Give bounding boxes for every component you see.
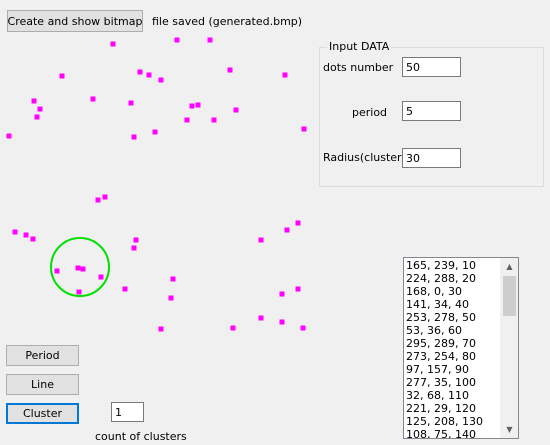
dot bbox=[54, 268, 60, 274]
dot bbox=[133, 237, 139, 243]
dot bbox=[152, 129, 158, 135]
list-item[interactable]: 53, 36, 60 bbox=[406, 324, 462, 337]
dot bbox=[282, 72, 288, 78]
dot bbox=[137, 69, 143, 75]
dot bbox=[6, 133, 12, 139]
dot bbox=[184, 117, 190, 123]
list-item[interactable]: 295, 289, 70 bbox=[406, 337, 476, 350]
dot bbox=[80, 266, 86, 272]
list-item[interactable]: 277, 35, 100 bbox=[406, 376, 476, 389]
dots-number-input[interactable] bbox=[402, 57, 461, 77]
scroll-up-arrow-icon[interactable]: ▲ bbox=[506, 262, 513, 271]
create-show-bitmap-button[interactable]: Create and show bitmap bbox=[7, 10, 143, 32]
points-listbox[interactable]: 165, 239, 10 224, 288, 20 168, 0, 30 141, 3… bbox=[403, 257, 519, 439]
dot bbox=[258, 315, 264, 321]
dot bbox=[233, 107, 239, 113]
dot bbox=[300, 325, 306, 331]
list-item[interactable]: 224, 288, 20 bbox=[406, 272, 476, 285]
dot bbox=[98, 274, 104, 280]
dot bbox=[258, 237, 264, 243]
dot bbox=[295, 220, 301, 226]
input-data-group: Input DATA bbox=[319, 40, 544, 187]
dot bbox=[168, 295, 174, 301]
dot bbox=[102, 194, 108, 200]
cluster-circle bbox=[50, 237, 110, 297]
dot bbox=[174, 37, 180, 43]
listbox-scrollbar[interactable]: ▲ ▼ bbox=[500, 258, 518, 438]
bitmap-canvas bbox=[6, 37, 307, 332]
dot bbox=[158, 77, 164, 83]
list-item[interactable]: 273, 254, 80 bbox=[406, 350, 476, 363]
dot bbox=[59, 73, 65, 79]
dot bbox=[90, 96, 96, 102]
period-button[interactable]: Period bbox=[6, 345, 79, 366]
radius-cluster-label: Radius(cluster) bbox=[323, 151, 406, 164]
points-list: 165, 239, 10 224, 288, 20 168, 0, 30 141, 3… bbox=[406, 259, 501, 439]
dot bbox=[207, 37, 213, 43]
list-item[interactable]: 108, 75, 140 bbox=[406, 428, 476, 439]
dot bbox=[170, 276, 176, 282]
dot bbox=[301, 126, 307, 132]
period-input[interactable] bbox=[402, 101, 461, 121]
dot bbox=[284, 227, 290, 233]
dot bbox=[230, 325, 236, 331]
dot bbox=[131, 134, 137, 140]
list-item[interactable]: 165, 239, 10 bbox=[406, 259, 476, 272]
cluster-button[interactable]: Cluster bbox=[6, 403, 79, 424]
line-button[interactable]: Line bbox=[6, 374, 79, 395]
dot bbox=[128, 100, 134, 106]
cluster-count-input[interactable] bbox=[111, 402, 144, 422]
dots-number-label: dots number bbox=[323, 61, 394, 74]
dot bbox=[110, 41, 116, 47]
dot bbox=[158, 326, 164, 332]
dot bbox=[37, 106, 43, 112]
dot bbox=[279, 319, 285, 325]
scroll-thumb[interactable] bbox=[503, 276, 516, 316]
dot bbox=[23, 232, 29, 238]
dot bbox=[227, 67, 233, 73]
input-data-title: Input DATA bbox=[327, 40, 392, 53]
dot bbox=[279, 291, 285, 297]
dot bbox=[95, 197, 101, 203]
period-label: period bbox=[352, 106, 388, 119]
list-item[interactable]: 32, 68, 110 bbox=[406, 389, 469, 402]
dot bbox=[31, 98, 37, 104]
list-item[interactable]: 97, 157, 90 bbox=[406, 363, 469, 376]
dots-layer bbox=[6, 37, 307, 332]
file-saved-status: file saved (generated.bmp) bbox=[152, 15, 303, 28]
dot bbox=[122, 286, 128, 292]
count-of-clusters-label: count of clusters bbox=[95, 430, 187, 443]
dot bbox=[195, 102, 201, 108]
dot bbox=[12, 229, 18, 235]
list-item[interactable]: 221, 29, 120 bbox=[406, 402, 476, 415]
dot bbox=[189, 103, 195, 109]
dot bbox=[211, 117, 217, 123]
scroll-down-arrow-icon[interactable]: ▼ bbox=[506, 425, 513, 434]
list-item[interactable]: 253, 278, 50 bbox=[406, 311, 476, 324]
dot bbox=[76, 289, 82, 295]
dot bbox=[30, 236, 36, 242]
dot bbox=[295, 286, 301, 292]
dot bbox=[75, 265, 81, 271]
dot bbox=[146, 72, 152, 78]
list-item[interactable]: 141, 34, 40 bbox=[406, 298, 469, 311]
radius-cluster-input[interactable] bbox=[402, 148, 461, 168]
list-item[interactable]: 168, 0, 30 bbox=[406, 285, 462, 298]
dot bbox=[131, 245, 137, 251]
dot bbox=[34, 114, 40, 120]
list-item[interactable]: 125, 208, 130 bbox=[406, 415, 483, 428]
